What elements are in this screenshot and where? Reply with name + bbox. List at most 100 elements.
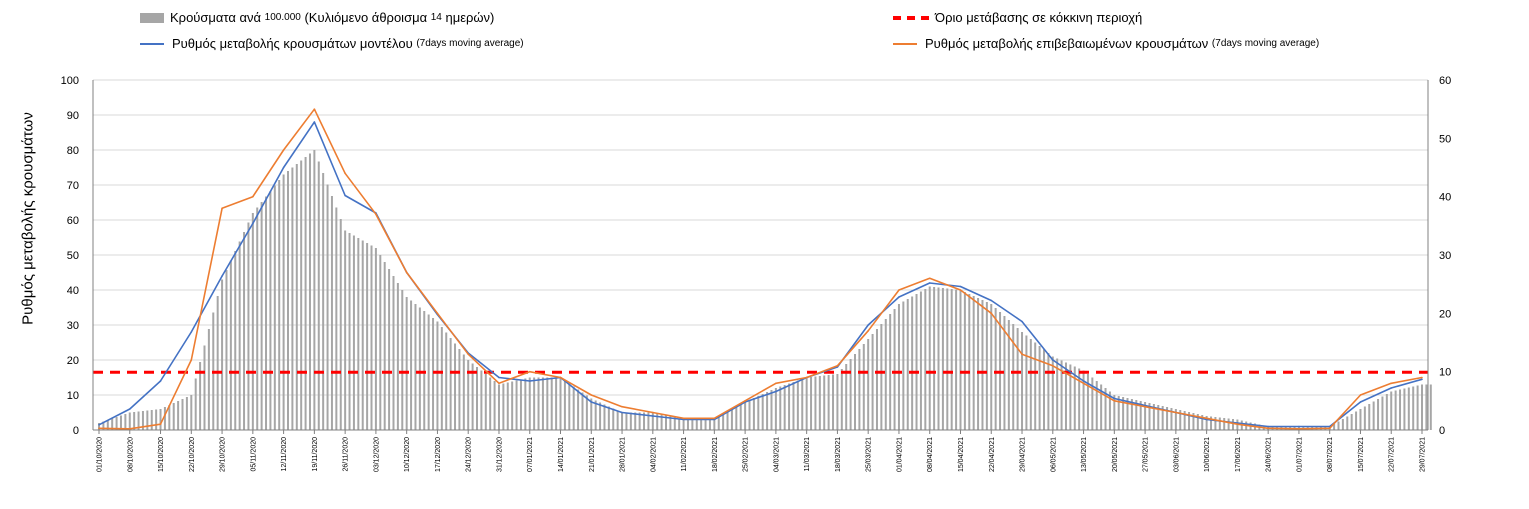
- bar: [1126, 398, 1129, 430]
- bar: [832, 374, 835, 430]
- x-tick-label: 14/01/2021: [558, 437, 565, 472]
- bar: [1346, 416, 1349, 430]
- model-point: [1082, 380, 1085, 382]
- bar: [185, 397, 188, 430]
- x-tick-label: 29/07/2021: [1420, 437, 1427, 472]
- bar: [845, 364, 848, 430]
- bar: [937, 287, 940, 430]
- confirmed-point: [467, 353, 470, 355]
- bar: [884, 319, 887, 430]
- legend-confirmed-text: Ρυθμός μεταβολής επιβεβαιωμένων κρουσμάτ…: [925, 36, 1209, 51]
- model-point: [959, 285, 962, 288]
- bar: [1399, 389, 1402, 430]
- bar: [854, 354, 856, 430]
- x-tick-label: 17/06/2021: [1235, 437, 1242, 472]
- x-tick-label: 04/03/2021: [773, 437, 780, 472]
- bar: [585, 395, 588, 430]
- y-tick-label: 10: [67, 390, 79, 402]
- bar: [203, 345, 206, 430]
- bar: [410, 300, 413, 430]
- x-tick-label: 25/02/2021: [743, 437, 750, 472]
- bar: [436, 321, 439, 430]
- bar: [968, 294, 971, 430]
- bar: [1394, 390, 1397, 430]
- bar: [339, 219, 342, 430]
- x-tick-label: 06/05/2021: [1050, 437, 1057, 472]
- bar: [207, 329, 210, 430]
- x-tick-label: 21/01/2021: [589, 437, 596, 472]
- bar: [533, 377, 536, 430]
- legend-confirmed: Ρυθμός μεταβολής επιβεβαιωμένων κρουσμάτ…: [893, 36, 1319, 51]
- bar: [1043, 349, 1045, 430]
- bar: [221, 279, 224, 430]
- confirmed-point: [1113, 400, 1116, 402]
- bar: [651, 412, 654, 430]
- bar: [168, 405, 171, 430]
- x-tick-label: 13/05/2021: [1081, 437, 1088, 472]
- bar: [137, 411, 140, 430]
- confirmed-point: [159, 423, 162, 425]
- bar: [950, 289, 953, 430]
- confirmed-point: [1421, 376, 1423, 379]
- bar: [348, 233, 351, 430]
- confirmed-point: [1021, 353, 1023, 355]
- bar: [1183, 411, 1186, 430]
- bar: [897, 304, 900, 430]
- confirmed-point: [252, 195, 254, 198]
- model-point: [528, 380, 531, 382]
- bar: [796, 380, 799, 430]
- bar: [396, 283, 399, 430]
- bar: [476, 367, 478, 430]
- bar: [1034, 342, 1037, 430]
- bar: [234, 251, 237, 430]
- bar: [370, 245, 373, 430]
- bar: [366, 243, 369, 430]
- confirmed-point: [559, 376, 562, 379]
- model-point: [1051, 359, 1054, 361]
- bar: [128, 412, 131, 430]
- bar: [871, 334, 874, 430]
- bar: [497, 384, 500, 430]
- bar: [665, 415, 667, 430]
- bar: [783, 385, 786, 430]
- confirmed-point: [928, 277, 931, 280]
- bar: [471, 363, 474, 430]
- bar: [98, 423, 100, 430]
- confirmed-point: [1082, 382, 1085, 385]
- bar: [541, 377, 544, 430]
- model-point: [128, 408, 131, 410]
- y-tick-label: 40: [67, 285, 79, 297]
- bar: [726, 412, 729, 430]
- confirmed-point: [344, 172, 346, 175]
- model-point: [590, 401, 593, 403]
- bar: [119, 415, 122, 430]
- bar: [295, 164, 298, 430]
- y2-tick-label: 0: [1439, 425, 1445, 437]
- bar: [928, 286, 931, 430]
- confirmed-point: [1298, 428, 1300, 430]
- bar: [458, 349, 461, 430]
- bar: [990, 304, 993, 430]
- bar: [695, 419, 698, 430]
- bar: [1113, 395, 1116, 430]
- bar: [722, 414, 725, 430]
- bar: [924, 289, 927, 430]
- bar: [1095, 381, 1098, 430]
- bar: [133, 412, 136, 430]
- bar: [462, 354, 465, 430]
- bar: [1412, 386, 1415, 430]
- bar: [656, 413, 659, 430]
- bar: [1051, 356, 1054, 430]
- confirmed-point: [1051, 365, 1054, 367]
- bar: [805, 377, 808, 430]
- confirmed-point: [128, 428, 131, 430]
- y-tick-label: 100: [61, 75, 79, 87]
- bar: [330, 196, 333, 430]
- x-tick-label: 10/06/2021: [1204, 437, 1211, 472]
- bar: [1021, 332, 1024, 430]
- bar: [1152, 404, 1155, 430]
- bar: [739, 404, 742, 430]
- y-tick-label: 30: [67, 320, 79, 332]
- confirmed-point: [621, 405, 623, 408]
